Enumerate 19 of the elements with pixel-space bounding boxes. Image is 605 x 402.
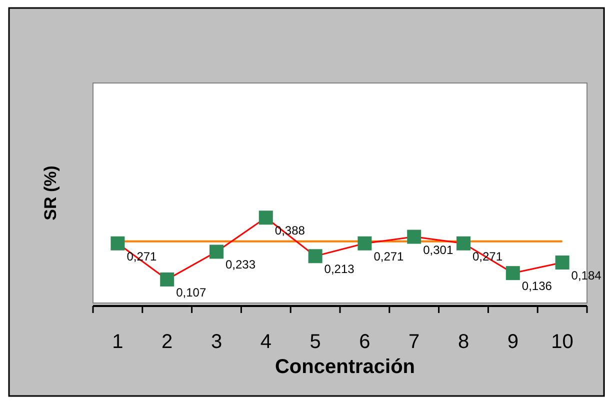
x-tick-label: 4 [260,331,272,353]
x-tick-label: 5 [310,331,321,353]
data-label: 0,271 [374,249,404,264]
x-tick-label: 6 [359,331,370,353]
x-tick-label: 8 [458,331,470,353]
data-label: 0,301 [423,242,454,257]
x-tick-label: 7 [408,331,420,353]
data-label: 0,136 [522,279,552,294]
data-label: 0,213 [324,262,355,276]
x-tick-label: 9 [507,331,518,353]
x-tick-label: 10 [551,331,574,353]
x-tick-label: 2 [162,331,173,353]
x-axis-title: Concentración [274,356,416,378]
data-label: 0,233 [226,258,256,272]
data-label: 0,184 [571,268,602,283]
data-label: 0,107 [176,285,206,300]
x-tick-label: 3 [210,331,222,353]
y-axis-title: SR (%) [41,166,60,220]
x-tick-label: 1 [112,331,124,353]
